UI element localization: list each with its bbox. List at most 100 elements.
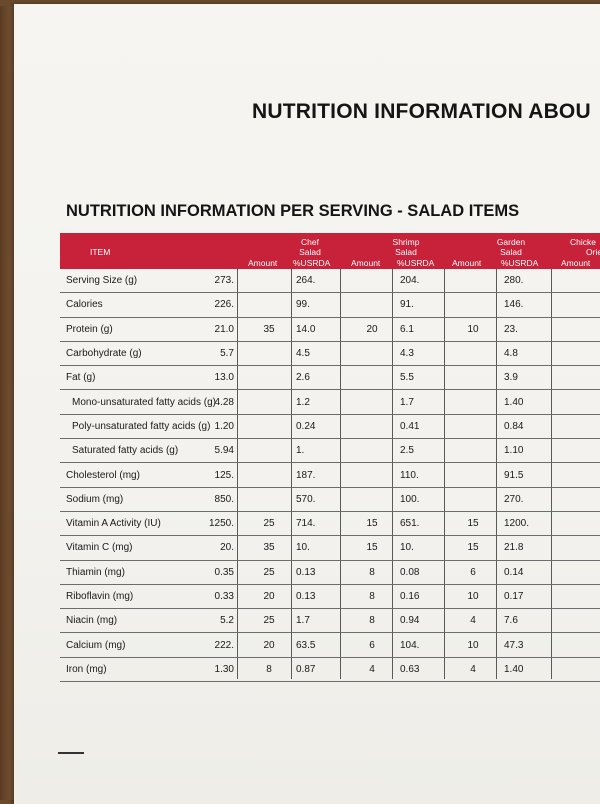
usrda-cell: 25 bbox=[263, 518, 275, 530]
usrda-cell bbox=[453, 269, 493, 292]
usrda-cell: 10 bbox=[467, 591, 479, 602]
usrda-cell: 8 bbox=[369, 591, 375, 602]
usrda-cell: 15 bbox=[366, 542, 378, 554]
amount-cell: 100. bbox=[400, 493, 420, 505]
amount-cell: 10. bbox=[400, 542, 414, 554]
row-label: Riboflavin (mg) bbox=[66, 591, 134, 602]
amount-cell: 23. bbox=[504, 323, 518, 335]
header-group-line1: Chef bbox=[301, 237, 319, 247]
header-group-line2: Salad bbox=[500, 247, 522, 257]
header-group-line1: Shrimp bbox=[392, 237, 420, 247]
amount-cell: 1.20 bbox=[214, 420, 234, 432]
header-chef-salad: Chef Salad bbox=[260, 237, 360, 257]
usrda-cell bbox=[249, 269, 289, 292]
column-divider bbox=[237, 269, 238, 679]
header-chicken-salad: Chicke Orie bbox=[568, 237, 600, 257]
amount-cell: 0.33 bbox=[214, 591, 234, 602]
amount-cell: 273. bbox=[214, 275, 234, 287]
header-sub-amount: Amount bbox=[248, 258, 278, 268]
usrda-cell bbox=[352, 366, 392, 389]
column-divider bbox=[291, 269, 292, 679]
header-group-line2: Orie bbox=[586, 247, 600, 257]
header-sub-amount: Amount bbox=[561, 258, 591, 268]
amount-cell: 0.63 bbox=[400, 663, 420, 675]
column-divider bbox=[496, 269, 497, 679]
usrda-cell: 35 bbox=[263, 542, 275, 554]
row-label: Vitamin C (mg) bbox=[66, 542, 133, 554]
amount-cell: 0.08 bbox=[400, 566, 420, 578]
usrda-cell bbox=[453, 463, 493, 486]
row-label: Protein (g) bbox=[66, 323, 113, 335]
usrda-cell: 20 bbox=[263, 591, 275, 602]
usrda-cell: 20 bbox=[263, 639, 275, 651]
row-label: Cholesterol (mg) bbox=[66, 469, 140, 481]
table-title: NUTRITION INFORMATION PER SERVING - SALA… bbox=[66, 202, 520, 220]
amount-cell: 1.30 bbox=[214, 663, 234, 675]
amount-cell: 2.6 bbox=[296, 372, 310, 384]
amount-cell: 1200. bbox=[504, 518, 530, 530]
table-row: Cholesterol (mg) 125. 187. 110. 91.5 bbox=[60, 463, 600, 488]
usrda-cell bbox=[453, 415, 493, 438]
amount-cell: 104. bbox=[400, 639, 420, 651]
usrda-cell: 15 bbox=[467, 542, 479, 554]
table-row: Niacin (mg) 5.2 25 1.7 8 0.94 4 7.6 bbox=[60, 609, 600, 634]
usrda-cell bbox=[249, 463, 289, 486]
table-row: Carbohydrate (g) 5.7 4.5 4.3 4.8 bbox=[60, 342, 600, 367]
header-group-line2: Salad bbox=[395, 247, 417, 257]
usrda-cell: 15 bbox=[467, 518, 479, 530]
row-label: Iron (mg) bbox=[66, 663, 107, 675]
amount-cell: 1250. bbox=[208, 518, 234, 530]
amount-cell: 1.40 bbox=[504, 663, 524, 675]
usrda-cell bbox=[453, 366, 493, 389]
column-divider bbox=[551, 269, 552, 679]
amount-cell: 91.5 bbox=[504, 469, 524, 481]
amount-cell: 714. bbox=[296, 518, 316, 530]
usrda-cell bbox=[453, 390, 493, 413]
header-sub-usrda: %USRDA bbox=[501, 258, 539, 268]
usrda-cell bbox=[453, 439, 493, 462]
amount-cell: 5.94 bbox=[214, 445, 234, 457]
amount-cell: 91. bbox=[400, 299, 414, 311]
page-mark bbox=[58, 752, 84, 754]
usrda-cell: 15 bbox=[366, 518, 378, 530]
usrda-cell bbox=[249, 488, 289, 511]
amount-cell: 14.0 bbox=[296, 323, 316, 335]
amount-cell: 0.84 bbox=[504, 420, 524, 432]
amount-cell: 13.0 bbox=[214, 372, 234, 384]
table-row: Riboflavin (mg) 0.33 20 0.13 8 0.16 10 0.17 bbox=[60, 585, 600, 610]
row-label: Calories bbox=[66, 299, 103, 311]
usrda-cell: 4 bbox=[369, 663, 375, 675]
amount-cell: 651. bbox=[400, 518, 420, 530]
amount-cell: 99. bbox=[296, 299, 310, 311]
column-divider bbox=[392, 269, 393, 679]
amount-cell: 0.94 bbox=[400, 615, 420, 627]
nutrition-table: Serving Size (g) 273. 264. 204. 280. Calories… bbox=[60, 269, 600, 683]
amount-cell: 3.9 bbox=[504, 372, 518, 384]
amount-cell: 0.16 bbox=[400, 591, 420, 602]
amount-cell: 850. bbox=[214, 493, 234, 505]
table-row: Sodium (mg) 850. 570. 100. 270. bbox=[60, 488, 600, 512]
row-label: Sodium (mg) bbox=[66, 493, 124, 505]
usrda-cell bbox=[352, 488, 392, 511]
amount-cell: 2.5 bbox=[400, 445, 414, 457]
amount-cell: 125. bbox=[214, 469, 234, 481]
header-sub-usrda: %USRDA bbox=[293, 258, 331, 268]
row-label: Thiamin (mg) bbox=[66, 566, 125, 578]
amount-cell: 1.2 bbox=[296, 396, 310, 408]
amount-cell: 110. bbox=[400, 469, 419, 481]
usrda-cell: 6 bbox=[470, 566, 476, 578]
amount-cell: 0.14 bbox=[504, 566, 524, 578]
amount-cell: 0.13 bbox=[296, 591, 316, 602]
row-label: Saturated fatty acids (g) bbox=[72, 445, 179, 457]
usrda-cell bbox=[352, 390, 392, 413]
table-row: Serving Size (g) 273. 264. 204. 280. bbox=[60, 269, 600, 294]
amount-cell: 4.8 bbox=[504, 348, 518, 360]
usrda-cell bbox=[453, 488, 493, 511]
header-group-line1: Chicke bbox=[570, 237, 596, 247]
usrda-cell bbox=[352, 269, 392, 292]
usrda-cell bbox=[453, 342, 493, 365]
usrda-cell bbox=[352, 293, 392, 316]
usrda-cell: 6 bbox=[369, 639, 375, 651]
amount-cell: 6.1 bbox=[400, 323, 414, 335]
usrda-cell bbox=[249, 342, 289, 365]
